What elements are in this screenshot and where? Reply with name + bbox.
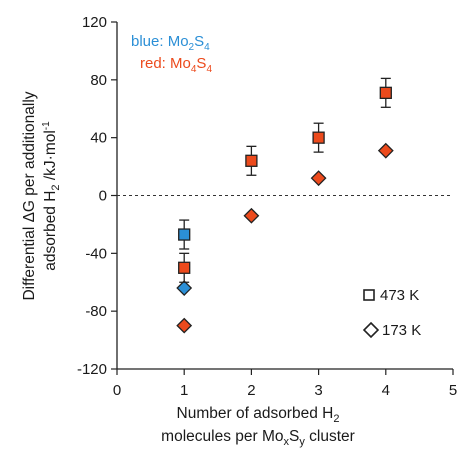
blue-series-annotation: blue: Mo2S4 [131,33,210,53]
red-diamond-point [243,207,260,224]
y-axis-title-line2-sub: 2 [50,184,62,190]
legend-473k-label: 473 K [380,287,419,304]
x-axis-title-line2: molecules per MoxSy cluster [161,428,355,448]
y-axis-title-line1: Differential ΔG per additionally [21,91,38,300]
red-annotation-sub1: 4 [191,64,197,75]
x-axis-title-line2-a: molecules per Mo [161,428,283,445]
red-annotation-text: red: Mo [140,55,191,72]
red-square-point [178,261,191,274]
red-diamond-point [377,142,394,159]
blue-diamond-point [176,280,193,296]
y-tick-label: -40 [85,245,107,262]
blue-annotation-mid: S [194,33,204,50]
red-series-annotation: red: Mo4S4 [140,55,212,75]
red-square-point [245,154,258,167]
y-axis-title: Differential ΔG per additionally adsorbe… [21,91,62,300]
x-tick-label: 5 [449,382,457,399]
x-axis-title-line1: Number of adsorbed H2 [177,405,340,425]
square-marker-legend-icon [363,289,375,301]
x-tick-label: 2 [247,382,255,399]
x-axis-title-line1-text: Number of adsorbed H [177,405,334,422]
red-annotation-mid: S [196,55,206,72]
x-axis-title-line2-sub2: y [299,436,305,448]
x-axis-title-line1-sub: 2 [333,413,339,425]
blue-annotation-sub2: 4 [204,42,210,53]
y-axis-title-line2-a: adsorbed H [42,191,59,271]
blue-annotation-sub1: 2 [189,42,195,53]
y-tick-label: -80 [85,303,107,320]
red-square-point [379,86,392,99]
y-axis-title-line2: adsorbed H2 /kJ·mol-1 [41,121,62,271]
y-axis-title-line2-sup: -1 [41,121,52,130]
y-tick-label: 0 [99,188,107,205]
data-marks [176,77,394,334]
red-annotation-sub2: 4 [206,64,212,75]
x-tick-label: 4 [382,382,390,399]
blue-annotation-text: blue: Mo [131,33,189,50]
y-tick-label: 40 [90,130,107,147]
x-tick-label: 1 [180,382,188,399]
legend-173k-label: 173 K [382,322,421,339]
y-tick-label: 120 [82,14,107,31]
x-axis-title-line2-b: S [289,428,299,445]
x-tick-label: 3 [314,382,322,399]
red-diamond-point [310,170,327,187]
y-axis-title-line2-b: /kJ·mol [42,130,59,184]
blue-square-point [178,228,191,241]
y-tick-label: 80 [90,72,107,89]
diamond-marker-legend-icon [362,321,380,339]
red-diamond-point [176,317,193,334]
x-tick-label: 0 [113,382,121,399]
x-axis-title-line2-sub1: x [284,436,290,448]
x-axis-title-line2-c: cluster [305,428,355,445]
axes [111,21,454,375]
red-square-point [312,131,325,144]
y-tick-label: -120 [77,361,107,378]
tick-labels: -120 -80 -40 0 40 80 120 0 1 2 3 4 5 [77,14,457,399]
